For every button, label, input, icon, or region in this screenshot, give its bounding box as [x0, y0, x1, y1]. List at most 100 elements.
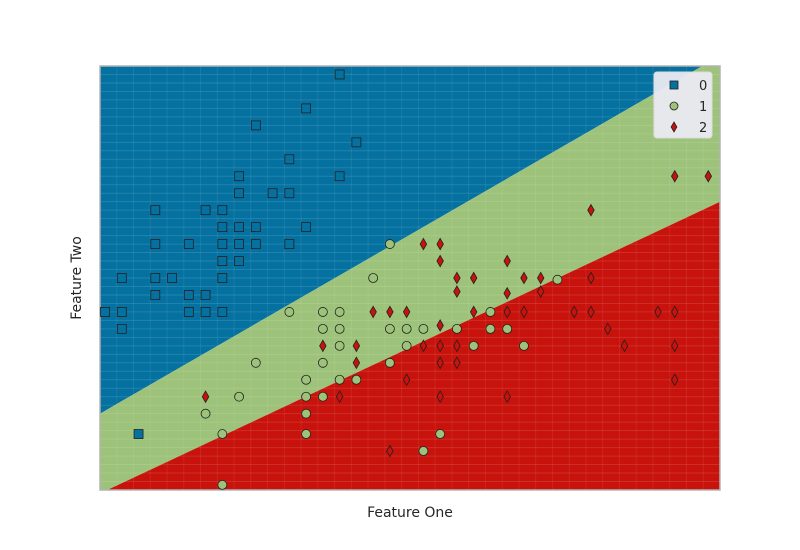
data-point-class-2 — [436, 319, 444, 332]
data-point-class-1 — [334, 323, 345, 334]
data-point-class-2 — [419, 339, 428, 353]
data-point-class-0 — [116, 307, 127, 317]
data-point-class-0 — [234, 256, 244, 266]
data-point-class-0 — [234, 239, 244, 249]
data-point-class-2 — [453, 339, 461, 353]
data-point-class-0 — [267, 188, 278, 199]
data-point-class-1 — [384, 357, 395, 368]
data-point-class-1 — [502, 323, 513, 334]
data-point-class-2 — [201, 390, 210, 404]
data-point-class-0 — [334, 171, 345, 182]
data-point-class-1 — [401, 323, 412, 334]
data-point-class-1 — [301, 429, 312, 439]
data-point-class-0 — [150, 290, 161, 300]
data-point-class-2 — [520, 305, 528, 319]
data-point-class-2 — [335, 390, 344, 404]
data-point-class-2 — [436, 339, 444, 353]
data-point-class-0 — [234, 171, 244, 182]
data-point-class-1 — [401, 340, 412, 351]
data-point-class-0 — [301, 222, 312, 233]
data-point-class-1 — [301, 408, 312, 419]
data-point-class-0 — [234, 222, 244, 233]
data-point-class-2 — [671, 373, 679, 387]
data-point-class-1 — [284, 307, 295, 317]
data-point-class-2 — [436, 356, 444, 370]
data-point-class-1 — [317, 323, 328, 334]
data-point-class-1 — [317, 357, 328, 368]
x-axis-label: Feature One — [367, 505, 453, 521]
data-point-class-1 — [368, 273, 379, 283]
data-point-class-0 — [234, 188, 244, 199]
data-point-class-2 — [587, 203, 595, 217]
data-point-class-0 — [200, 307, 211, 317]
data-point-class-1 — [317, 307, 328, 317]
data-point-class-1 — [435, 429, 446, 439]
plot-frame — [99, 65, 721, 491]
data-point-class-0 — [133, 429, 144, 439]
data-point-class-0 — [351, 137, 362, 148]
data-point-class-0 — [200, 205, 211, 216]
data-point-class-0 — [167, 273, 177, 283]
data-point-class-0 — [334, 69, 345, 80]
data-point-class-0 — [217, 307, 228, 317]
data-point-class-0 — [217, 205, 228, 216]
data-point-class-1 — [351, 374, 362, 385]
scatter-points — [100, 69, 712, 490]
data-point-class-0 — [150, 239, 161, 249]
data-point-class-2 — [419, 237, 428, 251]
data-point-class-2 — [604, 322, 612, 336]
data-point-class-2 — [386, 305, 394, 319]
grid-lines — [100, 66, 720, 490]
data-point-class-0 — [217, 222, 228, 233]
y-axis-label: Feature Two — [69, 236, 85, 320]
data-point-class-0 — [200, 290, 211, 300]
data-point-class-1 — [334, 374, 345, 385]
region-class-1 — [100, 66, 720, 490]
data-point-class-2 — [503, 254, 511, 268]
data-point-class-2 — [402, 373, 411, 387]
data-point-class-1 — [334, 307, 345, 317]
data-point-class-1 — [384, 239, 395, 249]
legend-label-1: 1 — [699, 100, 707, 115]
data-point-class-1 — [334, 340, 345, 351]
region-class-2 — [107, 201, 720, 490]
data-point-class-2 — [671, 169, 679, 183]
data-point-class-1 — [418, 323, 429, 334]
data-point-class-1 — [485, 307, 496, 317]
legend-marker-1 — [669, 101, 679, 111]
legend-label-2: 2 — [699, 121, 707, 136]
data-point-class-0 — [250, 239, 261, 249]
data-point-class-0 — [284, 188, 295, 199]
legend-marker-0 — [669, 80, 679, 90]
legend-label-0: 0 — [699, 79, 707, 94]
legend-marker-2 — [670, 121, 678, 133]
data-point-class-0 — [284, 239, 295, 249]
data-point-class-2 — [402, 305, 411, 319]
legend: 0 1 2 — [653, 71, 713, 139]
data-point-class-1 — [552, 274, 563, 285]
data-point-class-2 — [453, 356, 461, 370]
data-point-class-2 — [369, 305, 377, 319]
data-point-class-1 — [418, 446, 429, 456]
data-point-class-0 — [217, 273, 228, 283]
data-point-class-2 — [503, 305, 511, 319]
data-point-class-2 — [671, 305, 679, 319]
data-point-class-2 — [587, 271, 595, 285]
data-point-class-0 — [116, 323, 127, 334]
data-point-class-2 — [352, 339, 361, 353]
data-point-class-1 — [217, 429, 228, 439]
data-point-class-1 — [234, 391, 244, 402]
data-point-class-1 — [384, 323, 395, 334]
data-point-class-0 — [183, 239, 194, 249]
data-point-class-2 — [469, 271, 478, 285]
data-point-class-0 — [217, 256, 228, 266]
data-point-class-1 — [301, 374, 312, 385]
data-point-class-1 — [468, 340, 479, 351]
legend-box — [653, 71, 713, 139]
data-point-class-2 — [469, 305, 478, 319]
data-point-class-0 — [100, 307, 110, 317]
data-point-class-2 — [386, 444, 394, 458]
data-point-class-2 — [704, 169, 712, 183]
data-point-class-0 — [284, 154, 295, 165]
